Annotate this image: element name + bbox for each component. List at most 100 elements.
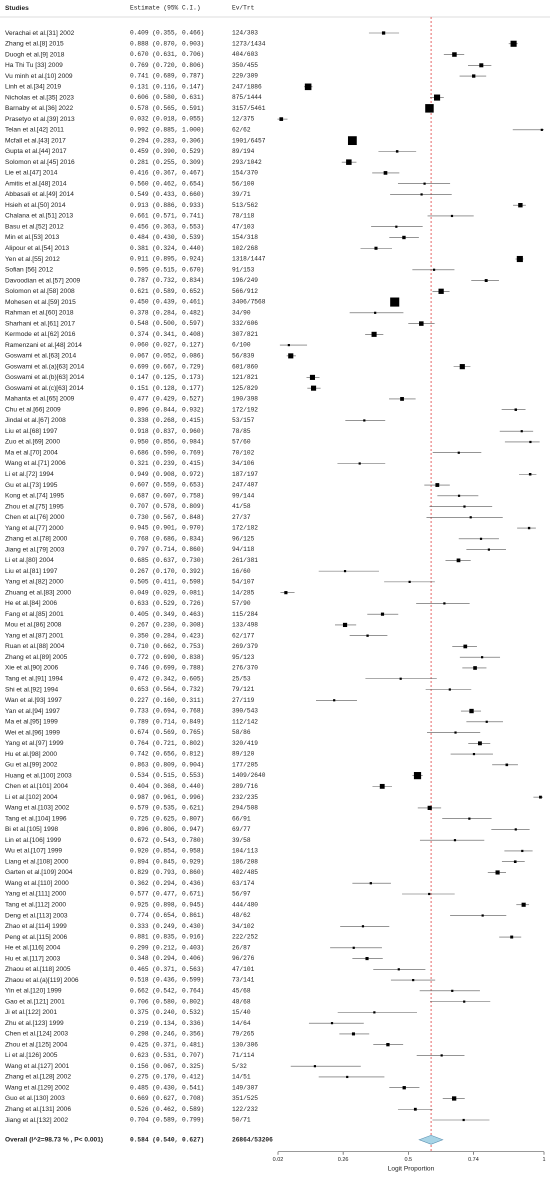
estimate-square xyxy=(399,677,402,680)
estimate-text: 0.405 (0.349, 0.463) xyxy=(130,611,204,618)
overall-estimate: 0.584 (0.540, 0.627) xyxy=(130,1136,204,1143)
events-text: 54/107 xyxy=(232,579,255,586)
events-text: 1318/1447 xyxy=(232,256,266,263)
estimate-square xyxy=(495,870,500,875)
events-text: 122/232 xyxy=(232,1106,258,1113)
events-text: 12/375 xyxy=(232,116,255,123)
estimate-square xyxy=(427,805,432,810)
estimate-text: 0.733 (0.694, 0.768) xyxy=(130,708,204,715)
estimate-text: 0.267 (0.170, 0.392) xyxy=(130,568,204,575)
events-text: 104/113 xyxy=(232,848,258,855)
events-text: 78/118 xyxy=(232,213,255,220)
estimate-text: 0.362 (0.294, 0.436) xyxy=(130,880,204,887)
estimate-square xyxy=(420,193,423,196)
study-label: Zhou et al.[125] 2004 xyxy=(5,1041,68,1048)
study-label: He et al.[84] 2006 xyxy=(5,600,57,607)
study-label: Shi et al.[92] 1994 xyxy=(5,686,58,693)
estimate-text: 0.633 (0.529, 0.726) xyxy=(130,600,204,607)
study-label: Deng et al.[113] 2003 xyxy=(5,912,68,919)
estimate-square xyxy=(481,914,484,917)
study-label: Zhaou et al.(a)[119] 2006 xyxy=(5,977,79,984)
estimate-text: 0.945 (0.901, 0.970) xyxy=(130,525,204,532)
study-label: Chalana et al.[51] 2013 xyxy=(5,213,74,220)
estimate-text: 0.374 (0.341, 0.408) xyxy=(130,331,204,338)
events-text: 351/525 xyxy=(232,1095,258,1102)
estimate-text: 0.267 (0.230, 0.308) xyxy=(130,622,204,629)
estimate-square xyxy=(408,580,411,583)
study-label: Gao et al.[121] 2001 xyxy=(5,998,65,1005)
estimate-text: 0.768 (0.686, 0.834) xyxy=(130,535,204,542)
estimate-square xyxy=(333,699,336,702)
estimate-text: 0.409 (0.355, 0.466) xyxy=(130,30,204,37)
events-text: 307/821 xyxy=(232,331,258,338)
estimate-text: 0.787 (0.732, 0.834) xyxy=(130,277,204,284)
study-label: Lie et al.[47] 2014 xyxy=(5,170,58,177)
study-label: Liu et al.[68] 1997 xyxy=(5,428,58,435)
study-label: Guo et al.[130] 2003 xyxy=(5,1095,65,1102)
study-label: Gupta et al.[44] 2017 xyxy=(5,148,67,155)
events-text: 232/235 xyxy=(232,794,258,801)
estimate-text: 0.686 (0.590, 0.769) xyxy=(130,449,204,456)
estimate-square xyxy=(527,526,531,530)
study-label: Goswami et al.[63] 2014 xyxy=(5,353,76,360)
events-text: 94/118 xyxy=(232,546,255,553)
estimate-square xyxy=(352,946,355,949)
study-label: Sharhani et al.[61] 2017 xyxy=(5,320,75,327)
estimate-text: 0.032 (0.018, 0.055) xyxy=(130,116,204,123)
estimate-text: 0.067 (0.052, 0.086) xyxy=(130,353,204,360)
events-text: 130/306 xyxy=(232,1041,258,1048)
events-text: 332/606 xyxy=(232,320,258,327)
events-text: 41/58 xyxy=(232,503,251,510)
study-label: Zhao et al.[114] 1999 xyxy=(5,923,67,930)
events-text: 45/68 xyxy=(232,987,251,994)
study-label: Ruan et al.[88] 2004 xyxy=(5,643,65,650)
header-studies: Studies xyxy=(5,5,29,12)
estimate-square xyxy=(452,52,457,57)
estimate-text: 0.298 (0.246, 0.356) xyxy=(130,1031,204,1038)
events-text: 16/60 xyxy=(232,568,251,575)
estimate-text: 0.894 (0.845, 0.929) xyxy=(130,858,204,865)
estimate-square xyxy=(428,892,431,896)
events-text: 404/603 xyxy=(232,51,258,58)
study-label: Telan et al.[42] 2011 xyxy=(5,127,64,134)
estimate-text: 0.477 (0.429, 0.527) xyxy=(130,396,204,403)
study-label: Goswami et al.(b)[63] 2014 xyxy=(5,374,84,381)
estimate-text: 0.595 (0.515, 0.670) xyxy=(130,266,204,273)
estimate-square xyxy=(413,772,422,780)
estimate-square xyxy=(371,331,377,337)
events-text: 1273/1434 xyxy=(232,40,266,47)
events-text: 3406/7568 xyxy=(232,299,266,306)
estimate-square xyxy=(373,1011,376,1014)
estimate-square xyxy=(514,408,518,411)
estimate-text: 0.746 (0.699, 0.788) xyxy=(130,665,204,672)
estimate-square xyxy=(478,741,482,746)
study-label: Zhang et al.[8] 2015 xyxy=(5,41,64,48)
x-axis-label: Logit Proportion xyxy=(388,1166,435,1173)
study-label: Li et al.[72] 1994 xyxy=(5,471,54,478)
estimate-square xyxy=(288,353,294,359)
events-text: 124/303 xyxy=(232,30,258,37)
events-text: 390/543 xyxy=(232,708,258,715)
study-label: Barnaby et al.[36] 2022 xyxy=(5,105,74,112)
estimate-text: 0.156 (0.067, 0.325) xyxy=(130,1063,204,1070)
x-tick-label: 0.02 xyxy=(273,1157,284,1163)
events-text: 96/125 xyxy=(232,535,255,542)
estimate-text: 0.621 (0.589, 0.652) xyxy=(130,288,204,295)
estimate-text: 0.151 (0.128, 0.177) xyxy=(130,385,204,392)
estimate-square xyxy=(540,128,543,131)
events-text: 190/398 xyxy=(232,396,258,403)
estimate-square xyxy=(425,104,434,113)
estimate-text: 0.227 (0.160, 0.311) xyxy=(130,697,204,704)
study-label: Wang et al.[129] 2002 xyxy=(5,1084,70,1091)
events-text: 875/1444 xyxy=(232,94,262,101)
study-label: Nicholas et al.[35] 2023 xyxy=(5,94,74,101)
study-label: Amitis et al.[48] 2014 xyxy=(5,180,67,187)
events-text: 48/62 xyxy=(232,912,251,919)
study-label: Prasetyo et al.[39] 2013 xyxy=(5,116,75,123)
estimate-text: 0.774 (0.654, 0.861) xyxy=(130,912,204,919)
estimate-text: 0.338 (0.268, 0.415) xyxy=(130,417,204,424)
estimate-square xyxy=(454,731,457,734)
estimate-text: 0.661 (0.571, 0.741) xyxy=(130,213,204,220)
study-label: Xie et al.[90] 2006 xyxy=(5,665,58,672)
events-text: 95/123 xyxy=(232,654,255,661)
